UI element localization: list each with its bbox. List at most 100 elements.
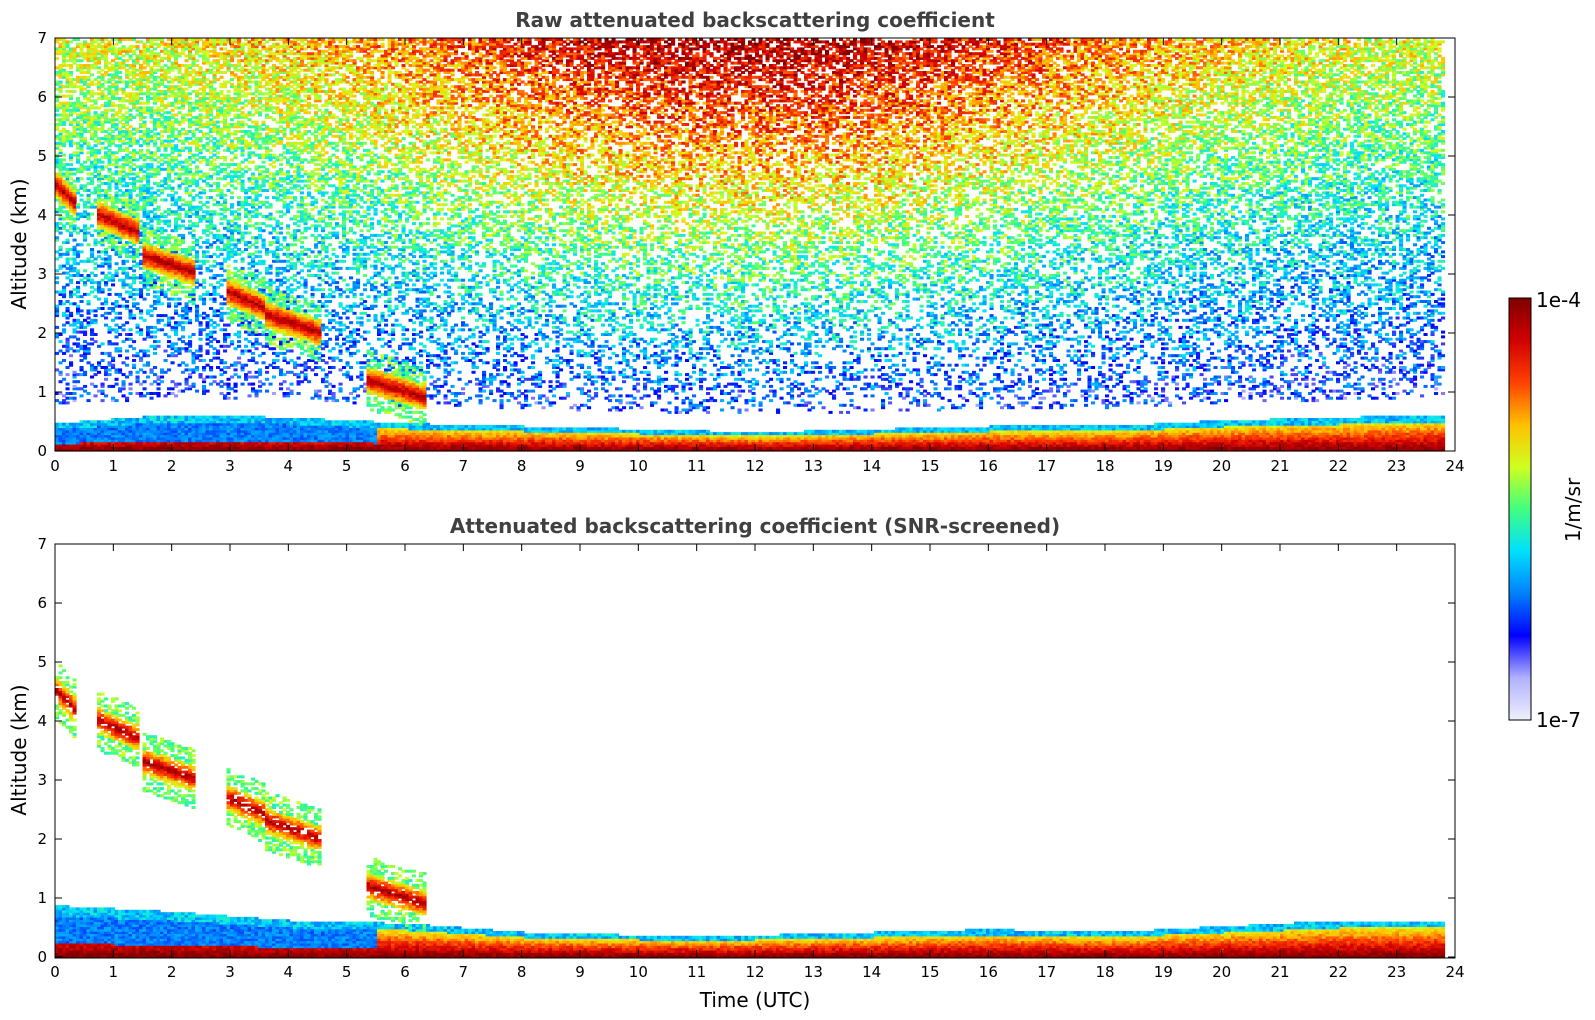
heatmap-cell xyxy=(83,436,88,440)
heatmap-cell xyxy=(142,226,147,230)
heatmap-cell xyxy=(237,212,242,216)
heatmap-cell xyxy=(160,283,165,287)
heatmap-cell xyxy=(226,269,231,273)
heatmap-cell xyxy=(121,297,126,301)
heatmap-cell xyxy=(107,288,112,292)
heatmap-cell xyxy=(79,80,84,84)
heatmap-cell xyxy=(195,250,200,254)
heatmap-cell xyxy=(142,75,147,79)
heatmap-cell xyxy=(104,94,109,98)
heatmap-cell xyxy=(58,87,63,91)
heatmap-cell xyxy=(125,115,130,119)
heatmap-cell xyxy=(111,283,116,287)
heatmap-cell xyxy=(114,335,119,339)
heatmap-cell xyxy=(142,203,147,207)
heatmap-cell xyxy=(125,94,130,98)
heatmap-cell xyxy=(55,290,60,294)
heatmap-cell xyxy=(135,323,140,327)
heatmap-cell xyxy=(62,139,67,143)
heatmap-cell xyxy=(104,425,109,428)
heatmap-cell xyxy=(55,229,60,233)
heatmap-cell xyxy=(160,108,165,112)
heatmap-cell xyxy=(149,250,154,254)
heatmap-cell xyxy=(135,248,140,251)
heatmap-cell xyxy=(97,186,102,190)
heatmap-cell xyxy=(233,259,238,263)
heatmap-cell xyxy=(107,148,112,152)
heatmap-cell xyxy=(216,349,221,353)
heatmap-cell xyxy=(62,184,67,188)
heatmap-cell xyxy=(240,266,245,270)
heatmap-cell xyxy=(198,321,203,325)
heatmap-cell xyxy=(58,148,63,152)
heatmap-cell xyxy=(177,172,182,176)
heatmap-cell xyxy=(167,94,172,98)
heatmap-cell xyxy=(104,146,109,150)
heatmap-cell xyxy=(58,446,63,450)
heatmap-cell xyxy=(149,330,154,334)
heatmap-cell xyxy=(205,314,210,318)
heatmap-cell xyxy=(132,212,137,216)
heatmap-cell xyxy=(160,264,165,268)
heatmap-cell xyxy=(132,66,137,70)
heatmap-cell xyxy=(55,82,60,86)
heatmap-cell xyxy=(97,38,102,41)
heatmap-cell xyxy=(86,182,91,185)
heatmap-cell xyxy=(107,184,112,188)
heatmap-cell xyxy=(237,196,242,200)
heatmap-cell xyxy=(128,132,133,136)
heatmap-cell xyxy=(160,427,165,431)
heatmap-cell xyxy=(202,115,207,119)
heatmap-cell xyxy=(111,172,116,176)
heatmap-cell xyxy=(114,198,119,202)
heatmap-cell xyxy=(132,104,137,108)
heatmap-cell xyxy=(79,132,84,136)
heatmap-cell xyxy=(118,448,123,452)
heatmap-cell xyxy=(188,42,193,46)
heatmap-cell xyxy=(55,422,60,426)
heatmap-cell xyxy=(142,434,147,438)
heatmap-cell xyxy=(83,186,88,190)
heatmap-cell xyxy=(219,156,224,159)
heatmap-cell xyxy=(104,212,109,216)
heatmap-cell xyxy=(195,137,200,141)
heatmap-cell xyxy=(142,61,147,65)
heatmap-cell xyxy=(62,144,67,148)
heatmap-cell xyxy=(163,436,168,440)
heatmap-cell xyxy=(111,120,116,124)
heatmap-cell xyxy=(97,203,102,207)
heatmap-cell xyxy=(146,349,151,353)
heatmap-cell xyxy=(93,436,98,440)
heatmap-cell xyxy=(142,139,147,143)
heatmap-cell xyxy=(83,389,88,393)
heatmap-cell xyxy=(104,231,109,235)
heatmap-cell xyxy=(142,255,147,259)
heatmap-cell xyxy=(167,52,172,56)
heatmap-cell xyxy=(72,38,77,41)
heatmap-cell xyxy=(149,443,154,447)
heatmap-cell xyxy=(160,241,165,244)
heatmap-cell xyxy=(83,441,88,445)
heatmap-cell xyxy=(135,106,140,110)
heatmap-cell xyxy=(146,97,151,100)
heatmap-cell xyxy=(125,59,130,63)
heatmap-cell xyxy=(62,61,67,65)
heatmap-cell xyxy=(237,120,242,124)
heatmap-cell xyxy=(72,335,77,339)
heatmap-cell xyxy=(198,66,203,70)
heatmap-cell xyxy=(160,42,165,46)
heatmap-cell xyxy=(146,429,151,433)
heatmap-cell xyxy=(55,87,60,91)
heatmap-cell xyxy=(62,123,67,126)
heatmap-cell xyxy=(114,219,119,223)
heatmap-cell xyxy=(111,233,116,237)
heatmap-cell xyxy=(107,210,112,214)
heatmap-cell xyxy=(237,224,242,228)
heatmap-cell xyxy=(146,85,151,89)
heatmap-cell xyxy=(76,125,81,129)
heatmap-cell xyxy=(90,182,95,185)
heatmap-cell xyxy=(76,271,81,275)
heatmap-cell xyxy=(65,210,70,214)
heatmap-cell xyxy=(79,139,84,143)
heatmap-cell xyxy=(58,427,63,431)
